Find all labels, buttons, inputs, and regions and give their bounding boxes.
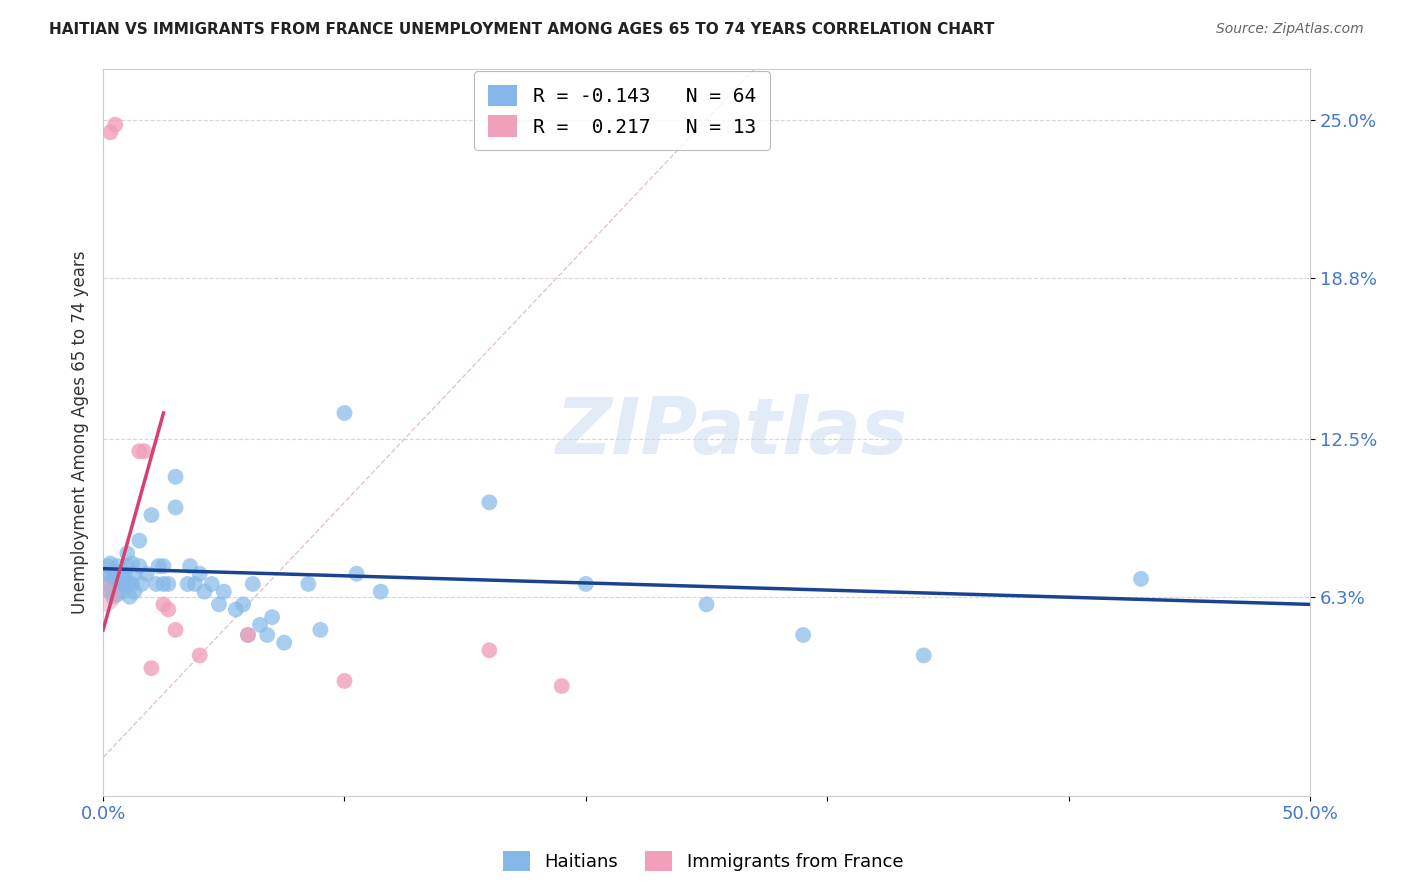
Point bbox=[97, 559, 120, 574]
Point bbox=[124, 584, 146, 599]
Point bbox=[232, 598, 254, 612]
Point bbox=[370, 584, 392, 599]
Y-axis label: Unemployment Among Ages 65 to 74 years: Unemployment Among Ages 65 to 74 years bbox=[72, 251, 89, 614]
Point bbox=[128, 533, 150, 548]
Point bbox=[104, 577, 127, 591]
Legend: Haitians, Immigrants from France: Haitians, Immigrants from France bbox=[495, 844, 911, 879]
Point bbox=[98, 557, 121, 571]
Point bbox=[188, 648, 211, 663]
Point bbox=[94, 577, 117, 591]
Point bbox=[297, 577, 319, 591]
Point bbox=[309, 623, 332, 637]
Point bbox=[114, 566, 136, 581]
Point bbox=[111, 584, 134, 599]
Point bbox=[696, 598, 718, 612]
Point bbox=[212, 584, 235, 599]
Point bbox=[111, 572, 134, 586]
Point bbox=[225, 602, 247, 616]
Point bbox=[157, 602, 180, 616]
Point bbox=[117, 546, 139, 560]
Point bbox=[101, 590, 124, 604]
Point bbox=[912, 648, 935, 663]
Point bbox=[152, 559, 174, 574]
Point bbox=[134, 444, 156, 458]
Point bbox=[101, 572, 124, 586]
Point bbox=[108, 577, 131, 591]
Point bbox=[157, 577, 180, 591]
Point bbox=[94, 566, 117, 581]
Point bbox=[184, 577, 207, 591]
Point bbox=[256, 628, 278, 642]
Point bbox=[104, 118, 127, 132]
Point bbox=[176, 577, 198, 591]
Point bbox=[478, 495, 501, 509]
Point bbox=[107, 587, 129, 601]
Point bbox=[152, 577, 174, 591]
Point bbox=[94, 590, 117, 604]
Point bbox=[97, 577, 120, 591]
Point bbox=[1130, 572, 1153, 586]
Point bbox=[152, 598, 174, 612]
Point bbox=[333, 406, 356, 420]
Point bbox=[792, 628, 814, 642]
Point bbox=[131, 577, 153, 591]
Point bbox=[262, 610, 284, 624]
Point bbox=[145, 577, 167, 591]
Point bbox=[165, 500, 187, 515]
Point bbox=[98, 584, 121, 599]
Point bbox=[118, 590, 141, 604]
Point bbox=[236, 628, 259, 642]
Text: HAITIAN VS IMMIGRANTS FROM FRANCE UNEMPLOYMENT AMONG AGES 65 TO 74 YEARS CORRELA: HAITIAN VS IMMIGRANTS FROM FRANCE UNEMPL… bbox=[49, 22, 994, 37]
Point bbox=[333, 673, 356, 688]
Point bbox=[575, 577, 598, 591]
Point bbox=[108, 566, 131, 581]
Point bbox=[98, 125, 121, 139]
Point bbox=[148, 559, 170, 574]
Point bbox=[128, 444, 150, 458]
Point bbox=[188, 566, 211, 581]
Legend: R = -0.143   N = 64, R =  0.217   N = 13: R = -0.143 N = 64, R = 0.217 N = 13 bbox=[474, 71, 769, 151]
Point bbox=[121, 557, 143, 571]
Point bbox=[135, 566, 157, 581]
Point bbox=[201, 577, 224, 591]
Point bbox=[114, 577, 136, 591]
Point bbox=[118, 577, 141, 591]
Point bbox=[117, 559, 139, 574]
Point bbox=[128, 559, 150, 574]
Point bbox=[551, 679, 574, 693]
Point bbox=[273, 635, 295, 649]
Point bbox=[208, 598, 231, 612]
Point bbox=[179, 559, 201, 574]
Point bbox=[107, 559, 129, 574]
Point bbox=[193, 584, 215, 599]
Point bbox=[249, 617, 271, 632]
Text: ZIPatlas: ZIPatlas bbox=[554, 394, 907, 470]
Point bbox=[124, 566, 146, 581]
Point bbox=[141, 661, 163, 675]
Point bbox=[165, 623, 187, 637]
Point bbox=[346, 566, 368, 581]
Point bbox=[165, 470, 187, 484]
Point bbox=[141, 508, 163, 522]
Point bbox=[104, 564, 127, 578]
Point bbox=[121, 577, 143, 591]
Text: Source: ZipAtlas.com: Source: ZipAtlas.com bbox=[1216, 22, 1364, 37]
Point bbox=[478, 643, 501, 657]
Point bbox=[242, 577, 264, 591]
Point bbox=[236, 628, 259, 642]
